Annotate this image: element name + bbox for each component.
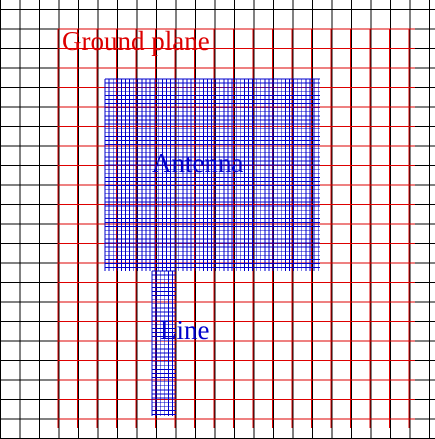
- antenna-label: Antenna: [152, 148, 243, 178]
- ground-plane-label: Ground plane: [62, 26, 210, 56]
- antenna-mesh: [104, 78, 320, 271]
- line-label: Line: [160, 315, 209, 345]
- feed-line-mesh: [151, 270, 176, 416]
